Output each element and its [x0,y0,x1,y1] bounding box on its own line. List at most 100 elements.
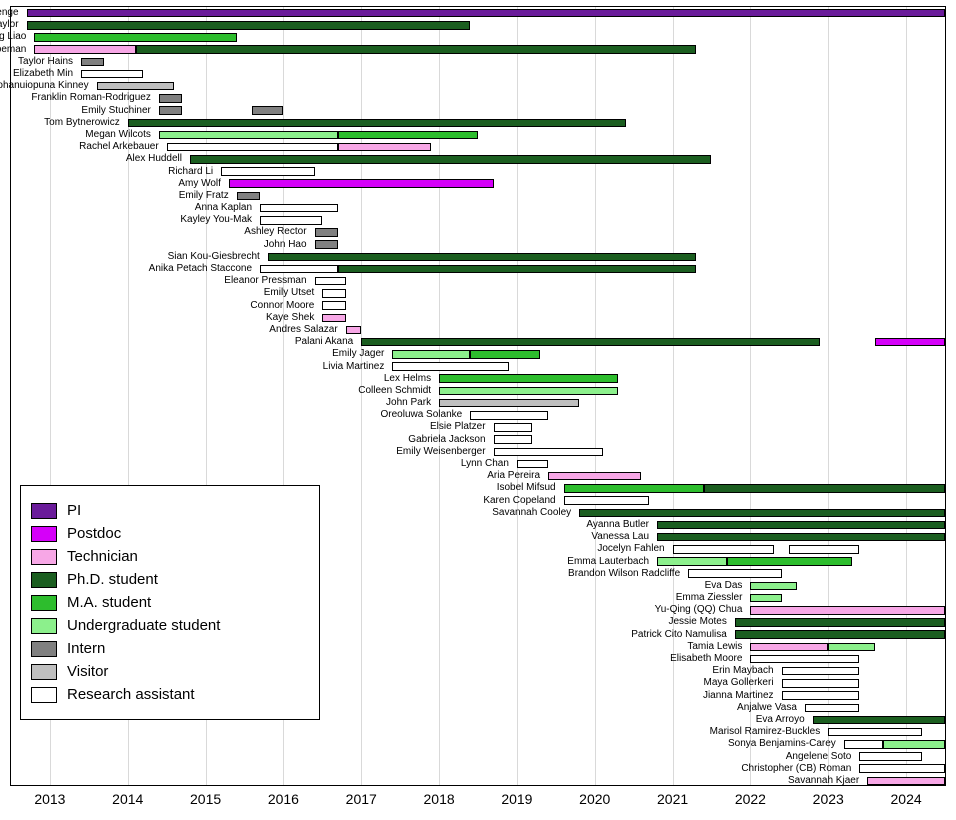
x-axis-tick-label: 2017 [346,791,377,807]
member-name-label: Emily Utset [264,288,319,298]
member-row: Ben Taylor [11,21,945,30]
legend-item: Technician [31,548,305,565]
member-name-label: Vanessa Lau [591,532,653,542]
tenure-bar [688,569,781,578]
x-axis-tick-label: 2019 [501,791,532,807]
member-name-label: Kaye Shek [266,313,318,323]
legend-label: Ph.D. student [67,571,158,588]
member-name-label: Jocelyn Fahlen [597,544,668,554]
legend-label: Technician [67,548,138,565]
legend-swatch [31,549,57,565]
member-name-label: Amy Wolf [178,179,225,189]
member-row: Aria Pereira [11,472,945,481]
member-row: Sonya Benjamins-Carey [11,740,945,749]
legend-item: PI [31,502,305,519]
member-name-label: Sonya Benjamins-Carey [728,739,840,749]
tenure-bar [579,509,945,518]
member-name-label: Alex Huddell [126,154,186,164]
tenure-bar [883,740,945,749]
member-row: Anika Petach Staccone [11,265,945,274]
member-name-label: Erin Maybach [712,666,777,676]
tenure-bar [859,764,945,773]
member-name-label: Patrick Cito Namulisa [631,630,731,640]
member-row: Emily Weisenberger [11,448,945,457]
member-row: Kaye Shek [11,314,945,323]
member-row: Rachel Arkebauer [11,143,945,152]
tenure-bar [657,521,945,530]
tenure-bar [268,253,696,262]
tenure-bar [657,533,945,542]
member-name-label: Andrew Quebbeman [0,45,30,55]
tenure-bar [844,740,883,749]
member-row: Eleanor Pressman [11,277,945,286]
member-row: Palani Akana [11,338,945,347]
member-name-label: Ashley Rector [244,227,310,237]
member-name-label: Tamia Lewis [687,642,746,652]
member-name-label: John Park [386,398,435,408]
member-name-label: Colleen Schmidt [358,386,435,396]
tenure-bar [782,667,860,676]
tenure-bar [34,45,135,54]
tenure-bar [159,94,182,103]
member-name-label: John Hao [264,240,311,250]
tenure-bar [159,131,338,140]
tenure-bar [657,557,727,566]
tenure-bar [727,557,852,566]
legend-label: PI [67,502,81,519]
member-row: Amy Wolf [11,179,945,188]
member-name-label: Connor Moore [250,301,318,311]
tenure-bar [338,131,478,140]
tenure-bar [128,119,626,128]
tenure-bar [439,387,618,396]
tenure-bar [27,9,945,18]
member-name-label: Eva Arroyo [756,715,809,725]
x-axis-tick-label: 2023 [813,791,844,807]
member-name-label: Taylor Hains [18,57,77,67]
tenure-bar [789,545,859,554]
gantt-chart: 2013201420152016201720182019202020212022… [0,0,956,820]
legend-item: Research assistant [31,686,305,703]
member-name-label: Sian Kou-Giesbrecht [168,252,264,262]
member-name-label: Anika Petach Staccone [149,264,256,274]
legend-swatch [31,526,57,542]
member-row: Taylor Hains [11,58,945,67]
member-row: Gabriela Jackson [11,435,945,444]
tenure-bar [564,484,704,493]
tenure-bar [167,143,338,152]
legend-swatch [31,595,57,611]
x-axis-tick-label: 2024 [891,791,922,807]
legend-item: Intern [31,640,305,657]
member-name-label: Elsie Platzer [430,422,490,432]
x-axis-tick-label: 2013 [34,791,65,807]
member-row: Megan Wilcots [11,131,945,140]
member-row: Emily Jager [11,350,945,359]
tenure-bar [517,460,548,469]
member-row: Livia Martinez [11,362,945,371]
member-row: Elizabeth Min [11,70,945,79]
member-name-label: Elisabeth Moore [670,654,746,664]
tenure-bar [136,45,696,54]
tenure-bar [322,314,345,323]
member-name-label: Kealohanuiopuna Kinney [0,81,93,91]
member-row: Marisol Ramirez-Buckles [11,728,945,737]
member-row: Lynn Chan [11,460,945,469]
tenure-bar [750,643,828,652]
member-name-label: Lex Helms [384,374,435,384]
member-name-label: Elizabeth Min [13,69,77,79]
x-axis-tick-label: 2021 [657,791,688,807]
tenure-bar [704,484,945,493]
member-row: Emily Fratz [11,192,945,201]
legend-item: Undergraduate student [31,617,305,634]
legend-item: M.A. student [31,594,305,611]
tenure-bar [735,618,945,627]
tenure-bar [564,496,650,505]
tenure-bar [735,630,945,639]
member-row: Duncan Menge [11,9,945,18]
member-name-label: Andres Salazar [269,325,341,335]
tenure-bar [346,326,362,335]
tenure-bar [322,289,345,298]
member-name-label: Yu-Qing (QQ) Chua [655,605,747,615]
tenure-bar [260,216,322,225]
legend-label: M.A. student [67,594,151,611]
tenure-bar [392,362,509,371]
